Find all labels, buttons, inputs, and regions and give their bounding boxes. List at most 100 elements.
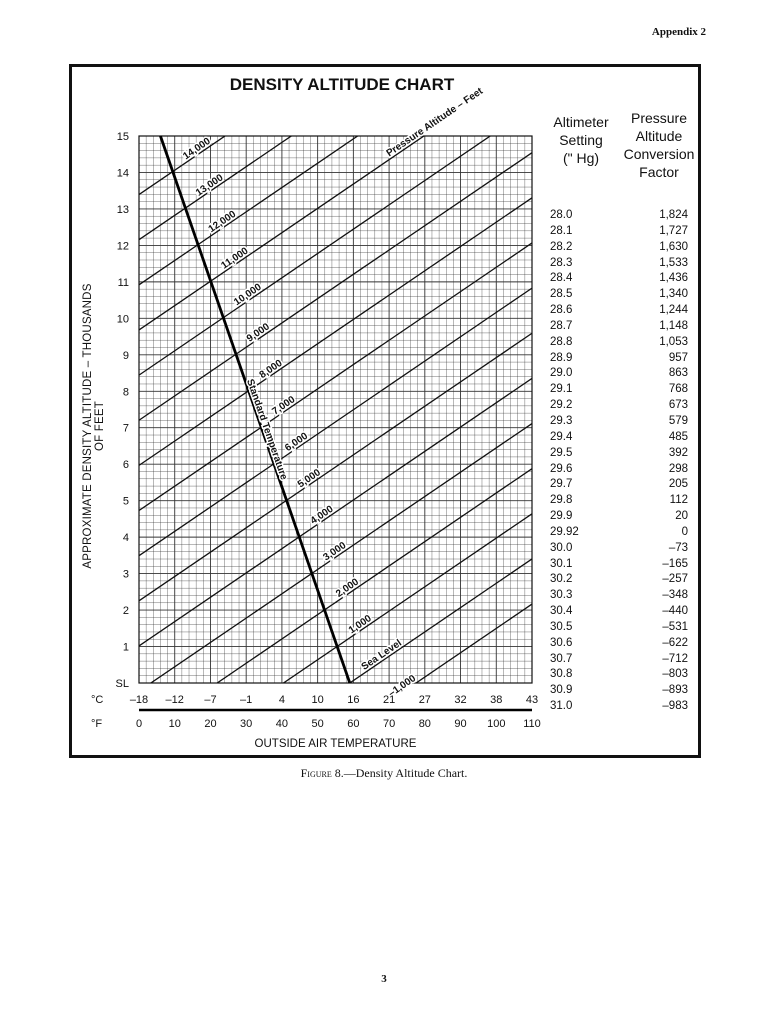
conversion-factor-cell: –440 (662, 605, 688, 618)
y-tick-label: 11 (118, 277, 129, 289)
pressure-altitude-label: 9,000 (245, 321, 272, 344)
altimeter-setting-cell: 29.1 (550, 383, 573, 396)
y-tick-label: 7 (123, 423, 129, 435)
table-row: 29.8 112 (542, 494, 702, 510)
altimeter-setting-cell: 28.1 (550, 224, 573, 237)
fahrenheit-unit-label: °F (91, 718, 102, 730)
conversion-factor-cell: 673 (668, 399, 688, 412)
x-tick-label-f: 90 (454, 718, 466, 730)
conversion-factor-cell: –257 (662, 573, 688, 586)
table-row: 29.7 205 (542, 478, 702, 494)
x-tick-label-c: 4 (279, 694, 285, 706)
altimeter-header-line: Setting (559, 132, 603, 148)
altimeter-setting-cell: 28.5 (550, 288, 573, 301)
conversion-factor-cell: 0 (681, 525, 688, 538)
pressure-altitude-line (139, 136, 426, 331)
x-axis-label: OUTSIDE AIR TEMPERATURE (255, 738, 417, 750)
altimeter-setting-cell: 30.6 (550, 636, 573, 649)
altimeter-header-line: (" Hg) (562, 150, 600, 166)
x-tick-label-f: 80 (419, 718, 431, 730)
pressure-altitude-factor-header: Pressure Altitude Conversion Factor (614, 109, 704, 181)
x-tick-label-c: –1 (240, 694, 252, 706)
table-row: 29.3 579 (542, 415, 702, 431)
altimeter-setting-cell: 28.8 (550, 335, 573, 348)
pressure-altitude-line (139, 377, 532, 647)
y-tick-label: 6 (123, 459, 129, 471)
x-tick-label-f: 110 (523, 718, 541, 730)
table-row: 30.3 –348 (542, 589, 702, 605)
altimeter-setting-cell: 30.3 (550, 589, 573, 602)
table-row: 28.8 1,053 (542, 336, 702, 352)
altimeter-setting-cell: 28.2 (550, 240, 573, 253)
x-tick-label-c: 32 (454, 694, 466, 706)
y-tick-label: 12 (117, 240, 129, 252)
table-row: 30.7 –712 (542, 653, 702, 669)
x-tick-label-f: 70 (383, 718, 395, 730)
pressure-altitude-line (139, 136, 293, 241)
x-tick-label-f: 40 (276, 718, 288, 730)
pressure-altitude-label: 8,000 (258, 358, 285, 381)
conversion-factor-cell: 863 (668, 367, 688, 380)
altimeter-setting-cell: 28.7 (550, 319, 573, 332)
conversion-factor-cell: 1,148 (659, 319, 688, 332)
x-tick-label-f: 100 (487, 718, 505, 730)
altimeter-setting-cell: 30.0 (550, 541, 573, 554)
table-row: 29.4 485 (542, 431, 702, 447)
y-tick-label: 5 (123, 496, 129, 508)
x-tick-label-f: 20 (204, 718, 216, 730)
altimeter-setting-cell: 29.8 (550, 494, 573, 507)
pressure-altitude-line (139, 242, 532, 512)
plot-border (138, 135, 533, 684)
conversion-factor-cell: –348 (662, 589, 688, 602)
y-tick-label: 13 (117, 204, 129, 216)
conversion-factor-cell: 205 (668, 478, 688, 491)
x-tick-label-f: 0 (136, 718, 142, 730)
factor-header-line: Altitude (635, 128, 683, 144)
pressure-altitude-line (139, 287, 532, 557)
x-tick-label-f: 50 (312, 718, 324, 730)
y-tick-label: 1 (123, 642, 129, 654)
altimeter-setting-cell: 30.4 (550, 605, 573, 618)
conversion-factor-cell: –712 (662, 652, 688, 665)
altimeter-setting-cell: 29.6 (550, 462, 573, 475)
pressure-altitude-label: 6,000 (283, 431, 310, 454)
x-tick-label-c: 27 (419, 694, 431, 706)
altimeter-setting-cell: 28.3 (550, 256, 573, 269)
celsius-unit-label: °C (91, 694, 103, 706)
y-tick-label: 14 (117, 167, 129, 179)
conversion-factor-cell: 112 (669, 494, 688, 507)
table-row: 28.1 1,727 (542, 225, 702, 241)
table-row: 28.9 957 (542, 352, 702, 368)
conversion-factor-cell: 1,340 (659, 288, 688, 301)
conversion-factor-cell: –893 (662, 684, 688, 697)
altimeter-setting-cell: 30.5 (550, 620, 573, 633)
altimeter-setting-cell: 29.9 (550, 510, 573, 523)
conversion-factor-cell: 485 (668, 430, 688, 443)
conversion-rows: 28.0 1,824 28.1 1,727 28.2 1,630 28.3 1,533 28.4… (542, 209, 702, 716)
altimeter-setting-cell: 29.5 (550, 446, 573, 459)
table-row: 29.6 298 (542, 463, 702, 479)
table-row: 29.0 863 (542, 367, 702, 383)
standard-temperature-label: Standard Temperature (244, 378, 289, 482)
conversion-factor-cell: 768 (668, 383, 688, 396)
pressure-altitude-feet-label: Pressure Altitude – Feet (385, 85, 486, 159)
table-row: 28.3 1,533 (542, 257, 702, 273)
pressure-altitude-label: 3,000 (321, 540, 348, 563)
conversion-factor-cell: 1,533 (659, 256, 688, 269)
table-row: 30.6 –622 (542, 637, 702, 653)
table-row: 30.5 –531 (542, 621, 702, 637)
altimeter-setting-cell: 28.6 (550, 304, 573, 317)
table-row: 30.4 –440 (542, 605, 702, 621)
y-tick-label: 9 (123, 350, 129, 362)
x-tick-label-c: –18 (130, 694, 148, 706)
appendix-header: Appendix 2 (651, 26, 706, 38)
table-row: 30.1 –165 (542, 558, 702, 574)
caption-figure-label: Figure 8. (300, 766, 344, 780)
pressure-altitude-line (348, 558, 532, 683)
pressure-altitude-line (414, 603, 532, 683)
x-tick-label-c: –12 (166, 694, 184, 706)
factor-header-line: Factor (639, 164, 679, 180)
page-number: 3 (381, 973, 387, 985)
pressure-altitude-label: 7,000 (270, 394, 297, 417)
